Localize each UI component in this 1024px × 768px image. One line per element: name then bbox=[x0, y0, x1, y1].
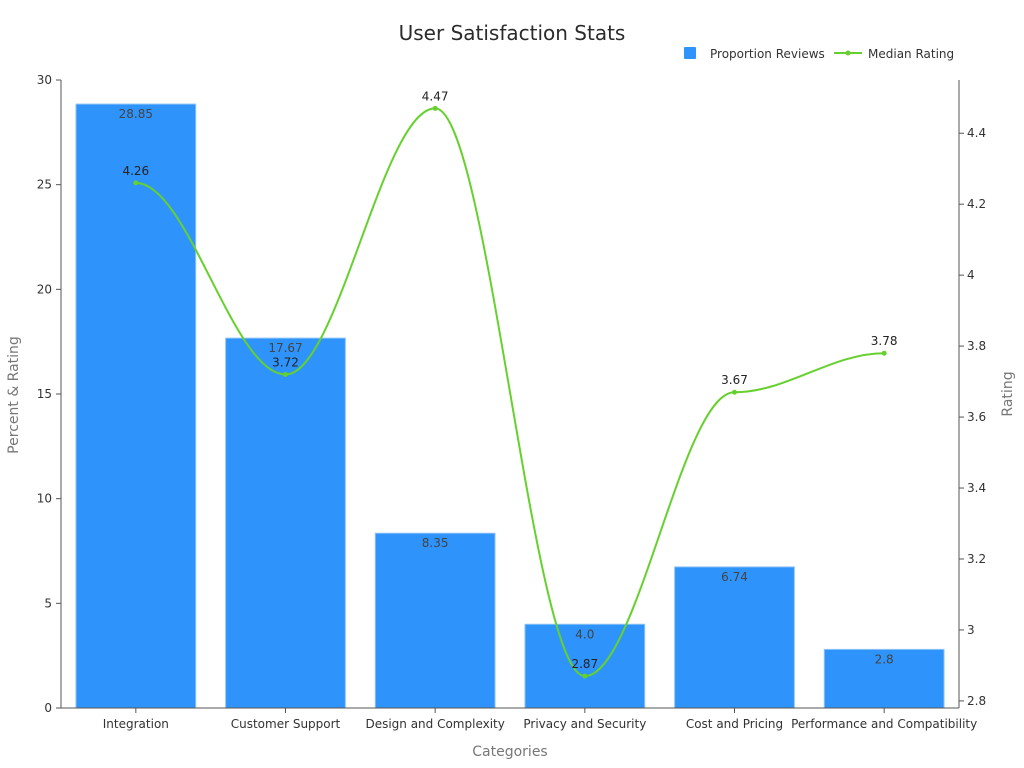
line-label-1: 3.72 bbox=[272, 355, 299, 369]
line-label-3: 2.87 bbox=[571, 657, 598, 671]
x-tick-label-4: Cost and Pricing bbox=[686, 717, 783, 731]
bar-value-labels: 28.85 17.67 8.35 4.0 6.74 2.8 bbox=[119, 107, 894, 666]
line-label-4: 3.67 bbox=[721, 373, 748, 387]
x-tick-label-2: Design and Complexity bbox=[365, 717, 504, 731]
legend: Proportion Reviews Median Rating bbox=[684, 47, 954, 61]
bar-label-0: 28.85 bbox=[119, 107, 153, 121]
legend-swatch-proportion-reviews bbox=[684, 47, 696, 59]
y2-tick-label-8: 4.4 bbox=[967, 126, 986, 140]
y-tick-label-2: 10 bbox=[37, 492, 52, 506]
line-point-4 bbox=[732, 389, 737, 395]
y-tick-label-4: 20 bbox=[37, 282, 52, 296]
legend-label-median-rating: Median Rating bbox=[868, 47, 954, 61]
y-axis-left-ticks: 0 5 10 15 20 25 30 bbox=[37, 73, 61, 715]
y2-tick-label-2: 3.2 bbox=[967, 552, 986, 566]
y2-tick-label-6: 4 bbox=[967, 268, 975, 282]
y-axis-left-label: Percent & Rating bbox=[6, 336, 22, 454]
y2-tick-label-7: 4.2 bbox=[967, 197, 986, 211]
y2-tick-label-3: 3.4 bbox=[967, 481, 986, 495]
bar-series-proportion-reviews bbox=[75, 103, 945, 709]
y-axis-right-label: Rating bbox=[1000, 371, 1016, 416]
y-tick-label-1: 5 bbox=[44, 596, 52, 610]
bar-label-2: 8.35 bbox=[422, 536, 449, 550]
bar-label-4: 6.74 bbox=[721, 570, 748, 584]
y2-tick-label-5: 3.8 bbox=[967, 339, 986, 353]
line-point-1 bbox=[283, 371, 288, 377]
line-label-0: 4.26 bbox=[122, 164, 149, 178]
line-point-0 bbox=[133, 180, 139, 186]
y-tick-label-6: 30 bbox=[37, 73, 52, 87]
bar-5 bbox=[823, 648, 945, 709]
line-label-2: 4.47 bbox=[422, 89, 449, 103]
y-tick-label-0: 0 bbox=[44, 701, 52, 715]
line-value-labels: 4.26 3.72 4.47 2.87 3.67 3.78 bbox=[122, 89, 897, 671]
y-tick-label-3: 15 bbox=[37, 387, 52, 401]
x-tick-label-1: Customer Support bbox=[231, 717, 341, 731]
x-tick-label-3: Privacy and Security bbox=[523, 717, 646, 731]
y2-tick-label-4: 3.6 bbox=[967, 410, 986, 424]
bar-label-3: 4.0 bbox=[575, 627, 594, 641]
line-points-median-rating bbox=[133, 105, 887, 679]
bar-0 bbox=[75, 103, 197, 709]
y-tick-label-5: 25 bbox=[37, 178, 52, 192]
line-label-5: 3.78 bbox=[871, 334, 898, 348]
x-axis-label: Categories bbox=[472, 744, 547, 760]
legend-marker-median-rating bbox=[845, 50, 851, 56]
line-point-5 bbox=[881, 350, 887, 356]
y2-tick-label-0: 2.8 bbox=[967, 694, 986, 708]
legend-label-proportion-reviews: Proportion Reviews bbox=[710, 47, 825, 61]
bar-label-1: 17.67 bbox=[268, 341, 302, 355]
y2-tick-label-1: 3 bbox=[967, 623, 975, 637]
chart-title: User Satisfaction Stats bbox=[399, 21, 626, 45]
line-point-3 bbox=[582, 673, 588, 679]
bar-2 bbox=[374, 532, 496, 709]
x-tick-label-0: Integration bbox=[103, 717, 169, 731]
x-tick-label-5: Performance and Compatibility bbox=[791, 717, 977, 731]
bar-1 bbox=[225, 337, 346, 709]
bar-label-5: 2.8 bbox=[875, 652, 894, 666]
line-series-median-rating bbox=[135, 107, 885, 678]
y-axis-right-ticks: 2.8 3 3.2 3.4 3.6 3.8 4 4.2 4.4 bbox=[959, 126, 986, 708]
x-axis-ticks: Integration Customer Support Design and Co… bbox=[103, 708, 977, 731]
line-point-2 bbox=[432, 105, 438, 111]
bar-4 bbox=[674, 566, 795, 709]
